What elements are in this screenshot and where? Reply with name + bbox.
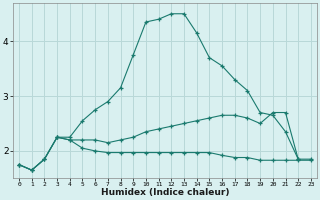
X-axis label: Humidex (Indice chaleur): Humidex (Indice chaleur) (101, 188, 229, 197)
